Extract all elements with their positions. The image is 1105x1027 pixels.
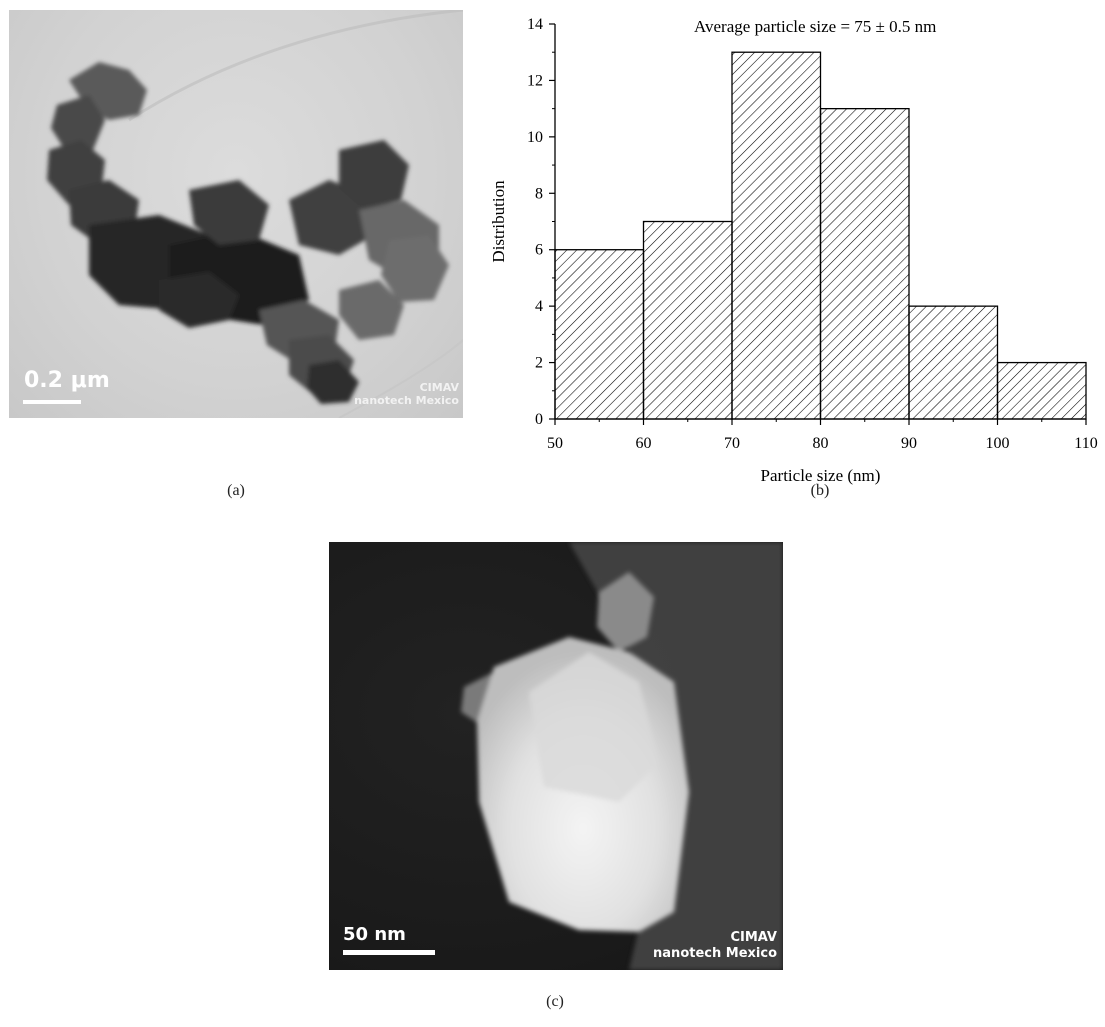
x-tick-label: 50 xyxy=(547,435,563,452)
tem-image-a: 0.2 μm CIMAV nanotech Mexico xyxy=(9,10,463,418)
x-tick-label: 90 xyxy=(901,435,917,452)
x-axis-title: Particle size (nm) xyxy=(761,466,881,485)
y-tick-label: 8 xyxy=(535,185,543,202)
watermark-c-line2: nanotech Mexico xyxy=(653,945,777,961)
caption-b: (b) xyxy=(810,482,830,499)
histogram-bar-5 xyxy=(908,305,999,420)
histogram-bar-4 xyxy=(819,107,910,420)
histogram-svg: 50 60 70 80 90 100 110 0 2 4 6 8 10 12 14 Average part… xyxy=(489,16,1098,485)
particle-agglomerate xyxy=(47,62,449,404)
histogram-bar-1 xyxy=(554,249,645,420)
watermark-a-line2: nanotech Mexico xyxy=(354,394,459,408)
histogram-chart: 50 60 70 80 90 100 110 0 2 4 6 8 10 12 14 Average part… xyxy=(470,0,1100,500)
y-tick-label: 0 xyxy=(535,411,543,428)
y-tick-label: 14 xyxy=(527,16,543,33)
watermark-a-line1: CIMAV xyxy=(419,381,459,394)
y-tick-label: 12 xyxy=(527,72,543,89)
scale-bar-c xyxy=(343,950,435,955)
x-tick-label: 70 xyxy=(724,435,740,452)
y-tick-label: 10 xyxy=(527,129,543,146)
watermark-c-line1: CIMAV xyxy=(730,930,777,945)
crystal-particle xyxy=(461,572,689,932)
histogram-bar-6 xyxy=(996,361,1087,420)
stem-image-c: 50 nm CIMAV nanotech Mexico xyxy=(329,542,783,970)
y-tick-label: 6 xyxy=(535,242,543,259)
scale-bar-a xyxy=(23,400,81,404)
y-tick-label: 4 xyxy=(535,298,543,315)
x-tick-label: 110 xyxy=(1074,435,1097,452)
scale-bar-label-c: 50 nm xyxy=(343,924,406,945)
tem-image-a-drawing xyxy=(23,10,463,418)
x-tick-label: 80 xyxy=(813,435,829,452)
histogram-bar-3 xyxy=(731,51,822,420)
scale-bar-label-a: 0.2 μm xyxy=(24,368,110,393)
y-tick-label: 2 xyxy=(535,355,543,372)
histogram-bar-2 xyxy=(642,220,733,420)
stem-image-c-drawing xyxy=(343,542,783,970)
chart-annotation: Average particle size = 75 ± 0.5 nm xyxy=(694,17,936,36)
x-tick-label: 60 xyxy=(636,435,652,452)
caption-c: (c) xyxy=(546,993,564,1010)
x-tick-label: 100 xyxy=(986,435,1010,452)
caption-a: (a) xyxy=(227,482,245,499)
y-axis-title: Distribution xyxy=(489,180,508,263)
watermark-a: CIMAV nanotech Mexico xyxy=(354,381,459,407)
watermark-c: CIMAV nanotech Mexico xyxy=(653,930,777,961)
